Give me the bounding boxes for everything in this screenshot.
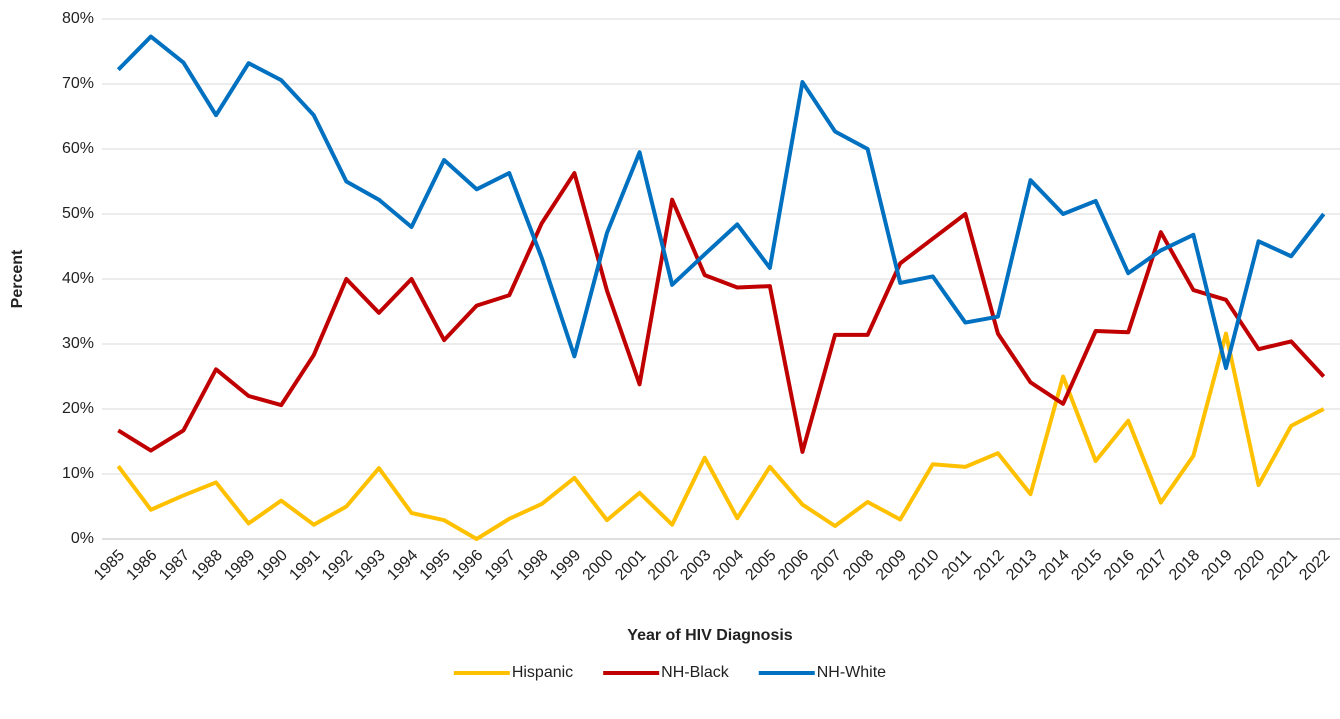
x-tick-label: 2007 <box>808 547 845 584</box>
x-tick-label: 2020 <box>1231 547 1268 584</box>
x-tick-label: 2000 <box>580 547 617 584</box>
series-line <box>116 331 1325 541</box>
x-tick-label: 1995 <box>417 547 454 584</box>
legend: Hispanic NH-Black NH-White <box>453 664 886 681</box>
x-tick-label: 1998 <box>514 547 551 584</box>
y-tick-label: 40% <box>62 270 94 287</box>
x-tick-label: 1992 <box>319 547 356 584</box>
series-line <box>117 171 1326 454</box>
x-tick-label: 2003 <box>677 547 714 584</box>
x-tick-label: 2016 <box>1101 547 1138 584</box>
x-tick-label: 1985 <box>91 547 128 584</box>
x-tick-label: 2004 <box>710 547 747 584</box>
y-tick-label: 50% <box>62 205 94 222</box>
x-tick-label: 2021 <box>1264 547 1301 584</box>
x-tick-label: 2005 <box>742 547 779 584</box>
x-tick-label: 1999 <box>547 547 584 584</box>
x-tick-label: 2014 <box>1036 547 1073 584</box>
y-tick-label: 0% <box>71 530 94 547</box>
x-tick-label: 2019 <box>1199 547 1236 584</box>
x-tick-label: 2022 <box>1296 547 1333 584</box>
legend-label: NH-Black <box>661 664 730 681</box>
y-tick-label: 30% <box>62 335 94 352</box>
x-tick-label: 1991 <box>286 547 323 584</box>
x-tick-label: 2013 <box>1003 547 1040 584</box>
x-tick-label: 2015 <box>1068 547 1105 584</box>
y-tick-label: 80% <box>62 10 94 27</box>
x-axis-title: Year of HIV Diagnosis <box>627 627 792 644</box>
x-tick-label: 2001 <box>612 547 649 584</box>
legend-label: NH-White <box>817 664 886 681</box>
x-tick-label: 1996 <box>449 547 486 584</box>
x-tick-label: 1988 <box>189 547 226 584</box>
y-tick-label: 10% <box>62 465 94 482</box>
y-axis-title: Percent <box>9 249 26 308</box>
x-tick-label: 2002 <box>645 547 682 584</box>
x-tick-label: 2017 <box>1133 547 1170 584</box>
x-tick-label: 1989 <box>221 547 258 584</box>
x-tick-label: 1994 <box>384 547 421 584</box>
x-tick-label: 1997 <box>482 547 519 584</box>
x-tick-label: 2012 <box>971 547 1008 584</box>
x-tick-label: 1986 <box>123 547 160 584</box>
series-line <box>116 34 1326 371</box>
x-tick-label: 2006 <box>775 547 812 584</box>
y-tick-label: 20% <box>62 400 94 417</box>
y-tick-label: 60% <box>62 140 94 157</box>
x-tick-label: 1990 <box>254 547 291 584</box>
x-tick-label: 1993 <box>352 547 389 584</box>
x-tick-label: 2008 <box>840 547 877 584</box>
x-tick-label: 2018 <box>1166 547 1203 584</box>
x-tick-label: 2010 <box>905 547 942 584</box>
legend-label: Hispanic <box>512 664 573 681</box>
x-tick-label: 2009 <box>873 547 910 584</box>
x-tick-label: 1987 <box>156 547 193 584</box>
x-tick-label: 2011 <box>939 547 975 583</box>
y-tick-label: 70% <box>62 75 94 92</box>
